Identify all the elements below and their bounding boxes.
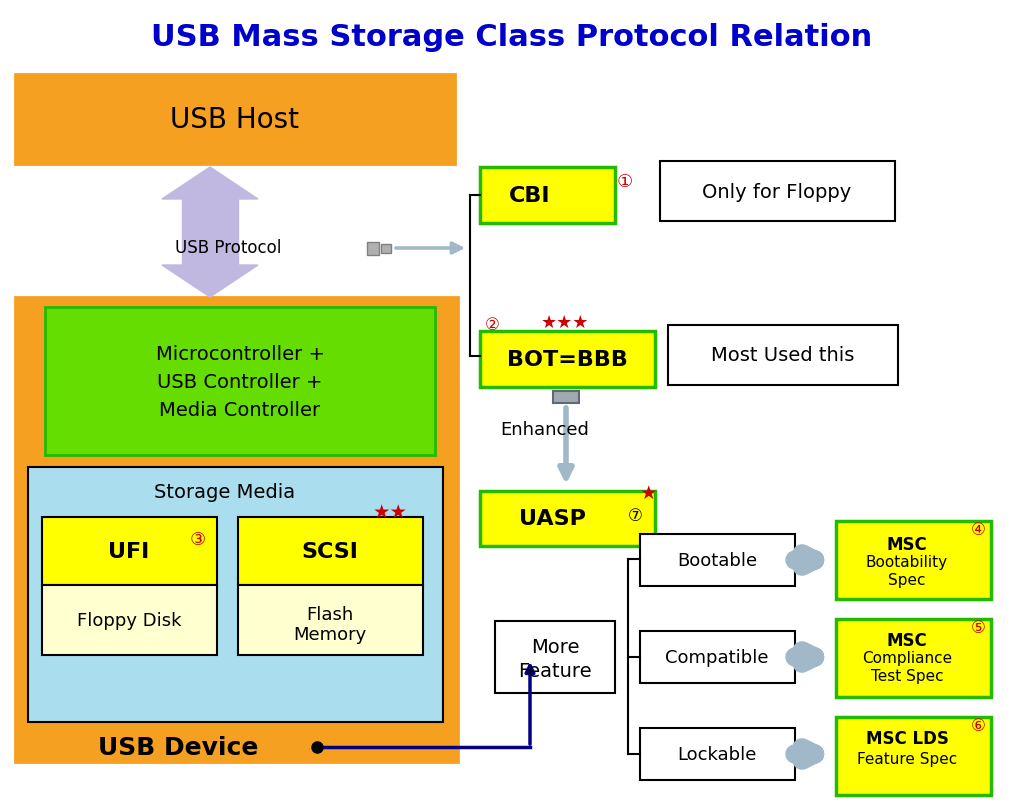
- Bar: [836, 619, 991, 697]
- Text: USB Controller +: USB Controller +: [158, 373, 323, 392]
- Text: Compatible: Compatible: [666, 648, 769, 666]
- Polygon shape: [162, 266, 258, 298]
- Text: Microcontroller +: Microcontroller +: [156, 345, 325, 364]
- Bar: [42, 517, 217, 585]
- Text: Spec: Spec: [888, 573, 926, 588]
- Bar: [836, 521, 991, 599]
- Text: More: More: [530, 638, 580, 657]
- Text: ②: ②: [484, 316, 500, 333]
- Text: Feature Spec: Feature Spec: [857, 752, 957, 767]
- Text: USB Protocol: USB Protocol: [175, 238, 282, 257]
- Text: Test Spec: Test Spec: [870, 669, 943, 683]
- Text: CBI: CBI: [509, 185, 551, 206]
- Text: Flash: Flash: [306, 605, 353, 623]
- Text: BOT=BBB: BOT=BBB: [507, 349, 628, 369]
- Text: UASP: UASP: [518, 508, 586, 528]
- Bar: [15, 75, 455, 165]
- Text: Only for Floppy: Only for Floppy: [702, 182, 852, 202]
- Text: ★★★: ★★★: [541, 314, 589, 332]
- Text: Bootable: Bootable: [677, 552, 757, 569]
- Text: Feature: Feature: [518, 662, 592, 681]
- Text: ⑥: ⑥: [971, 716, 985, 734]
- Text: ⑦: ⑦: [628, 507, 642, 524]
- Bar: [45, 308, 435, 455]
- Polygon shape: [162, 168, 258, 200]
- Text: MSC: MSC: [887, 536, 928, 553]
- Text: Media Controller: Media Controller: [160, 401, 321, 420]
- Bar: [480, 332, 655, 388]
- Text: ★★: ★★: [373, 502, 408, 521]
- Bar: [238, 517, 423, 585]
- Text: MSC LDS: MSC LDS: [865, 729, 948, 747]
- Text: USB Device: USB Device: [98, 735, 258, 759]
- Bar: [640, 631, 795, 683]
- Text: Bootability: Bootability: [866, 555, 948, 570]
- Bar: [660, 161, 895, 222]
- Text: USB Host: USB Host: [171, 106, 299, 134]
- Bar: [640, 728, 795, 780]
- Text: MSC: MSC: [887, 631, 928, 649]
- Text: ③: ③: [189, 530, 206, 548]
- Bar: [381, 245, 391, 254]
- Text: ⑤: ⑤: [971, 618, 985, 636]
- Text: USB Mass Storage Class Protocol Relation: USB Mass Storage Class Protocol Relation: [152, 23, 872, 52]
- Text: Lockable: Lockable: [677, 745, 757, 763]
- Bar: [28, 467, 443, 722]
- Text: Storage Media: Storage Media: [155, 483, 296, 502]
- Text: Compliance: Compliance: [862, 650, 952, 666]
- Bar: [495, 622, 615, 693]
- Bar: [15, 298, 458, 762]
- Bar: [480, 168, 615, 224]
- Bar: [553, 392, 579, 403]
- Bar: [480, 491, 655, 546]
- Bar: [42, 585, 217, 655]
- Polygon shape: [182, 200, 238, 266]
- Text: Most Used this: Most Used this: [712, 346, 855, 365]
- Bar: [367, 243, 379, 255]
- Bar: [668, 325, 898, 385]
- Bar: [836, 717, 991, 795]
- Text: ④: ④: [971, 520, 985, 538]
- Text: Memory: Memory: [293, 626, 367, 643]
- Bar: [238, 585, 423, 655]
- Text: ①: ①: [616, 173, 633, 191]
- Text: UFI: UFI: [109, 541, 150, 561]
- Text: Floppy Disk: Floppy Disk: [77, 611, 181, 630]
- Text: Enhanced: Enhanced: [501, 421, 590, 438]
- Bar: [640, 534, 795, 586]
- Text: ★: ★: [639, 483, 656, 502]
- Text: SCSI: SCSI: [301, 541, 358, 561]
